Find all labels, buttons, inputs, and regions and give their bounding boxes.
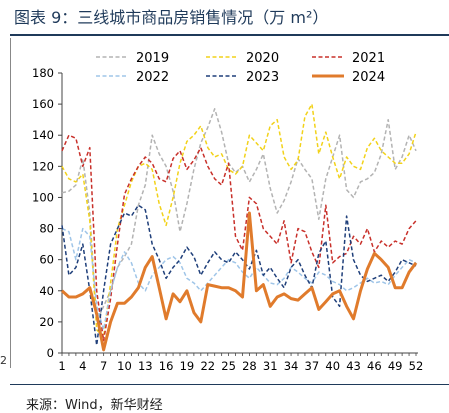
y-tick-label: 180: [32, 66, 54, 80]
series-line-2019: [61, 108, 417, 323]
x-tick-label: 40: [325, 359, 340, 373]
y-tick-label: 60: [39, 253, 54, 267]
footer-rule: [10, 384, 449, 385]
legend-label-2021: 2021: [352, 51, 385, 66]
x-tick-label: 46: [367, 359, 382, 373]
x-tick-label: 16: [159, 359, 174, 373]
x-tick-label: 25: [221, 359, 236, 373]
series-line-2023: [61, 204, 417, 346]
series-line-2021: [61, 134, 417, 342]
legend-label-2023: 2023: [246, 70, 279, 85]
x-tick-label: 10: [117, 359, 132, 373]
legend-label-2020: 2020: [246, 51, 279, 66]
y-tick-label: 140: [32, 128, 54, 142]
x-tick-label: 52: [409, 359, 424, 373]
chart-axes: 0 20 40 60 80 100 120 140 160 180 1 4 7 10 13 16 19 22 25 2…: [32, 66, 423, 373]
chart-title: 图表 9：三线城市商品房销售情况（万 m²）: [14, 8, 329, 27]
y-tick-label: 80: [39, 222, 54, 236]
y-tick-label: 120: [32, 159, 54, 173]
series-line-2024: [60, 211, 418, 352]
y-tick-label: 0: [47, 346, 54, 360]
title-rule: [10, 34, 449, 36]
x-tick-label: 4: [79, 359, 86, 373]
y-tick-label: 20: [39, 315, 54, 329]
x-tick-label: 19: [180, 359, 195, 373]
x-tick-label: 49: [388, 359, 403, 373]
chart-lines: [60, 103, 418, 352]
x-tick-label: 31: [263, 359, 278, 373]
x-tick-label: 22: [200, 359, 215, 373]
x-tick-label: 13: [138, 359, 153, 373]
x-tick-label: 1: [58, 359, 65, 373]
legend-label-2022: 2022: [136, 70, 169, 85]
x-tick-label: 34: [284, 359, 299, 373]
x-tick-label: 28: [242, 359, 257, 373]
legend-label-2019: 2019: [136, 51, 169, 66]
edge-mark: 2: [0, 354, 7, 367]
x-tick-label: 37: [305, 359, 320, 373]
legend-label-2024: 2024: [352, 70, 385, 85]
left-edge-strip: [0, 38, 11, 368]
series-line-2020: [61, 103, 417, 339]
y-tick-label: 160: [32, 97, 54, 111]
y-tick-label: 100: [32, 190, 54, 204]
y-tick-label: 40: [39, 284, 54, 298]
chart-legend: 2019 2020 2021 2022 2023 2024: [96, 51, 385, 85]
series-line-2022: [61, 227, 417, 331]
x-tick-label: 7: [100, 359, 107, 373]
x-tick-label: 43: [346, 359, 361, 373]
